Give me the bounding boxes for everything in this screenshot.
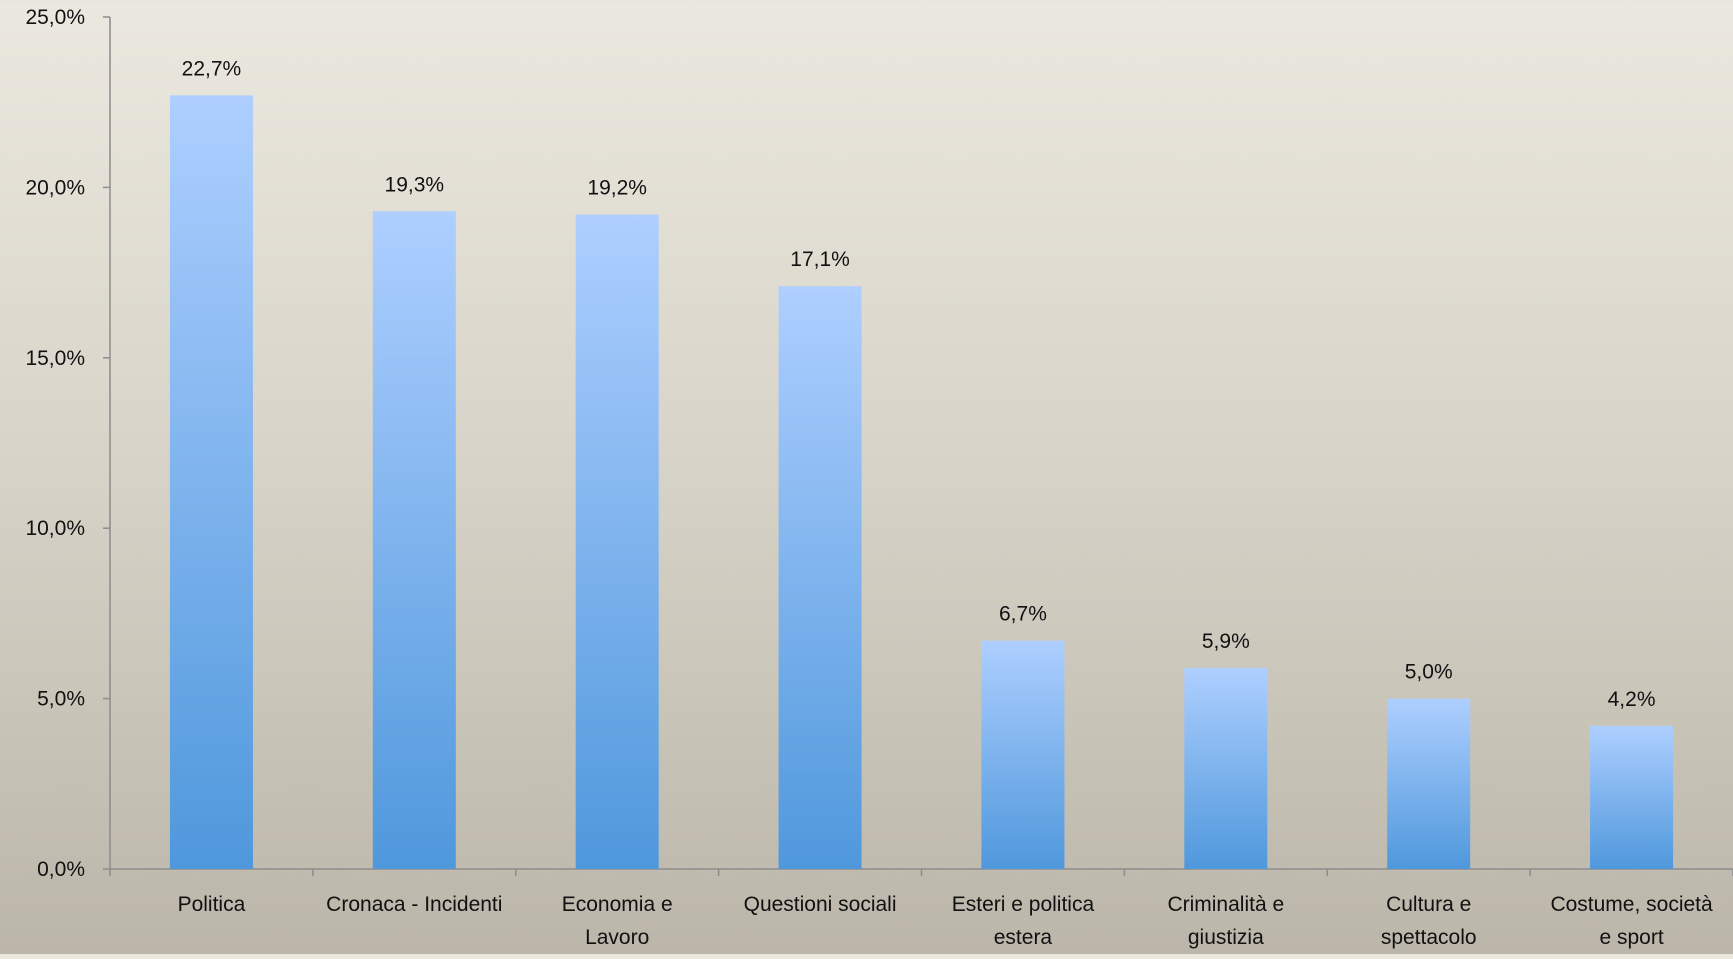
category-label: Costume, società e sport <box>1550 893 1713 949</box>
y-tick-label: 0,0% <box>37 858 85 881</box>
bar <box>169 95 253 869</box>
y-tick-label: 5,0% <box>37 688 85 711</box>
data-label: 19,2% <box>587 177 647 200</box>
bar <box>1387 698 1471 869</box>
category-label: Esteri e politica estera <box>952 893 1095 949</box>
data-label: 19,3% <box>385 173 445 196</box>
y-tick-label: 25,0% <box>25 6 85 29</box>
data-label: 4,2% <box>1608 688 1656 711</box>
category-label: Questioni sociali <box>744 893 897 916</box>
bar <box>1590 725 1674 869</box>
bar <box>778 286 862 869</box>
category-label: Politica <box>178 893 246 916</box>
category-label: Criminalità e giustizia <box>1167 893 1284 949</box>
data-label: 5,9% <box>1202 630 1250 653</box>
data-label: 5,0% <box>1405 661 1453 684</box>
y-tick-label: 10,0% <box>25 517 85 540</box>
bar <box>981 640 1065 869</box>
category-label: Economia e Lavoro <box>562 893 673 949</box>
bar <box>372 211 456 870</box>
category-label: Cultura e spettacolo <box>1381 893 1477 949</box>
data-label: 22,7% <box>182 57 242 80</box>
bar <box>1184 667 1268 869</box>
data-label: 6,7% <box>999 603 1047 626</box>
bar <box>575 214 659 869</box>
data-label: 17,1% <box>790 248 850 271</box>
y-tick-label: 20,0% <box>25 176 85 199</box>
category-label: Cronaca - Incidenti <box>326 893 502 916</box>
y-tick-label: 15,0% <box>25 347 85 370</box>
